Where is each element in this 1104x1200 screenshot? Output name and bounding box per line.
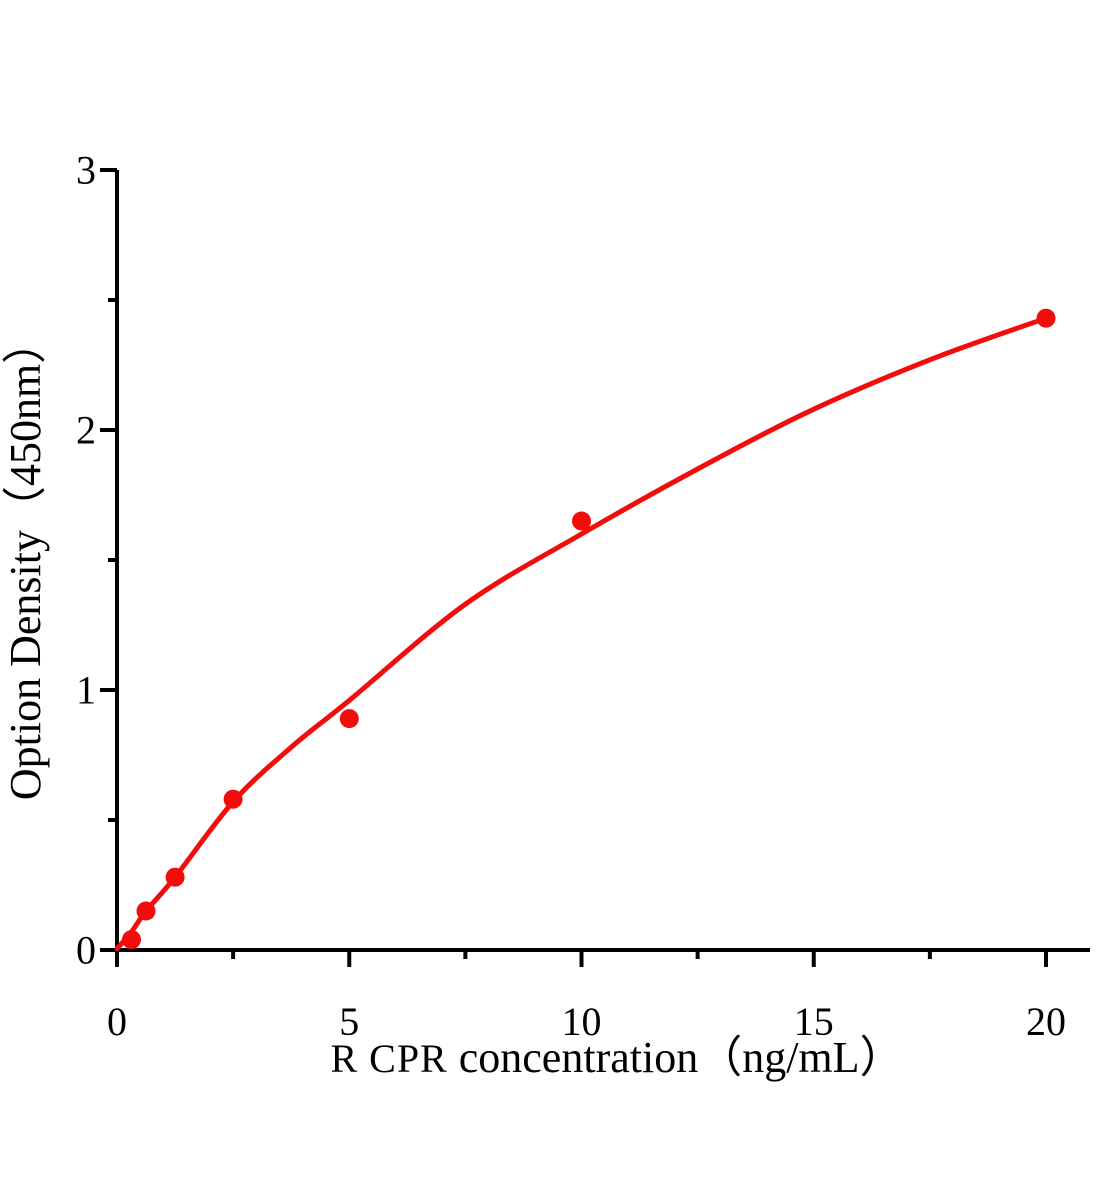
data-point (136, 901, 156, 921)
data-point (572, 511, 591, 531)
data-point (223, 789, 243, 809)
data-point (122, 930, 141, 950)
data-point (339, 709, 359, 729)
y-tick-label: 1 (76, 668, 96, 713)
data-point (165, 867, 185, 887)
data-series (114, 308, 1056, 952)
x-axis-title: R CPR concentration（ng/mL） (330, 1033, 903, 1082)
y-tick-label: 2 (76, 408, 96, 453)
x-axis-title-unit: concentration（ng/mL） (448, 1033, 904, 1082)
x-tick-label: 5 (339, 999, 359, 1044)
y-axis-title: Option Density（450nm） (1, 320, 50, 800)
x-tick-label: 15 (794, 999, 834, 1044)
x-tick-label: 20 (1026, 999, 1066, 1044)
x-tick-label: 10 (562, 999, 602, 1044)
axes: 0 5 10 15 20 0 1 2 3 (76, 148, 1090, 1044)
x-axis-title-prefix: R CPR (330, 1036, 447, 1081)
fit-curve-line (114, 315, 1049, 952)
y-tick-label: 3 (76, 148, 96, 193)
y-tick-label: 0 (76, 928, 96, 973)
data-point (1036, 308, 1056, 328)
x-tick-label: 0 (107, 999, 127, 1044)
